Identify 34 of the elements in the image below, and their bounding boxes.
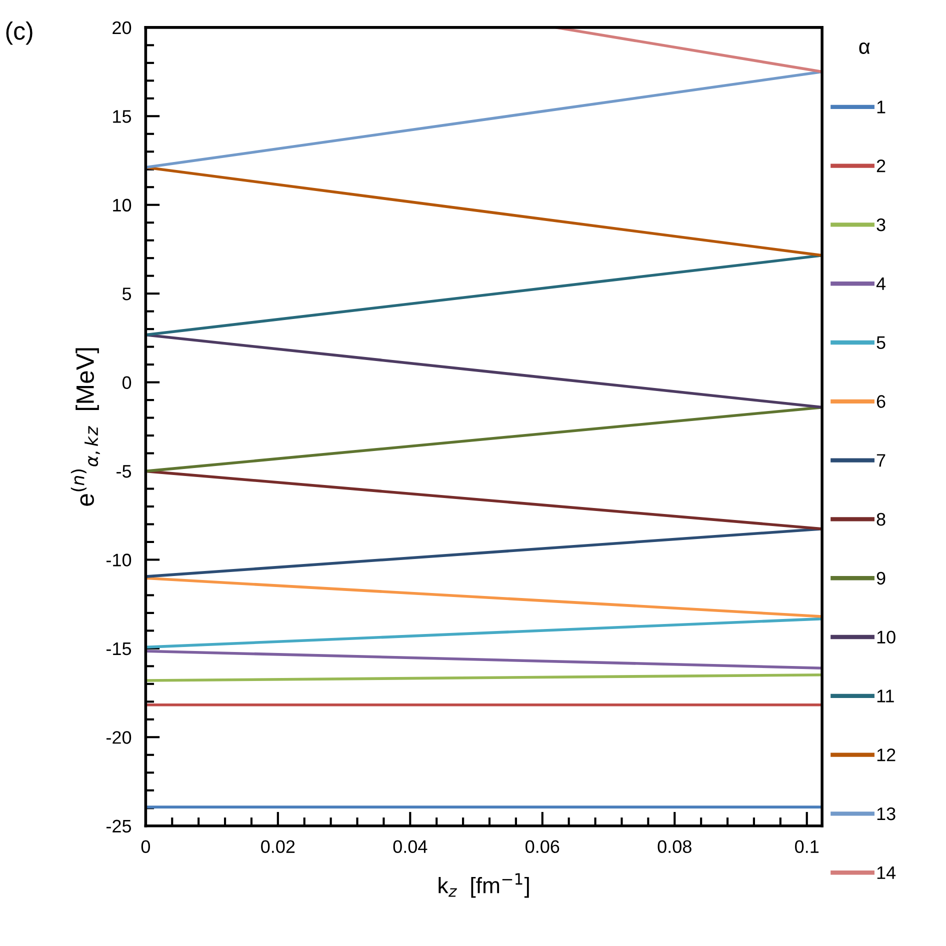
legend-label: 9 bbox=[876, 572, 886, 585]
legend-label: 8 bbox=[876, 512, 886, 526]
y-tick-label: -20 bbox=[106, 731, 132, 744]
legend-label: 14 bbox=[877, 866, 896, 879]
y-tick-label: 5 bbox=[122, 288, 132, 300]
text: (c) bbox=[6, 21, 32, 45]
y-tick-label: 15 bbox=[113, 110, 132, 123]
legend-label: 6 bbox=[876, 395, 886, 408]
legend-label: 4 bbox=[876, 278, 886, 290]
x-axis-title: k$_{z}$ [fm$^{−1}$] bbox=[438, 873, 529, 898]
y-tick-label: 20 bbox=[112, 21, 132, 34]
x-tick-label: 0.04 bbox=[393, 840, 428, 854]
legend-label: 13 bbox=[877, 807, 896, 820]
legend-label: 10 bbox=[877, 630, 896, 644]
legend-label: 3 bbox=[876, 218, 886, 232]
legend-label: 7 bbox=[876, 454, 886, 467]
x-tick-label: 0.06 bbox=[526, 840, 560, 854]
x-tick-label: 0.1 bbox=[795, 840, 819, 854]
legend-label: 1 bbox=[877, 100, 886, 114]
y-axis-title: e$^{(n)}$$_{α,kz}$ [MeV] bbox=[70, 348, 100, 506]
y-tick-label: -25 bbox=[106, 820, 132, 833]
x-tick-label: 0.08 bbox=[658, 840, 692, 854]
y-tick-label: -5 bbox=[116, 465, 132, 478]
y-tick-label: -15 bbox=[106, 642, 132, 656]
legend-label: 2 bbox=[876, 160, 886, 172]
legend-title: α bbox=[859, 42, 870, 54]
y-tick-label: 0 bbox=[122, 376, 132, 390]
legend-label: 5 bbox=[876, 336, 886, 350]
legend-label: 11 bbox=[877, 690, 894, 702]
legend-label: 12 bbox=[877, 748, 896, 762]
x-tick-label: 0 bbox=[141, 840, 150, 854]
x-tick-label: 0.02 bbox=[261, 840, 295, 854]
y-tick-label: -10 bbox=[106, 554, 132, 566]
y-tick-label: 10 bbox=[113, 198, 132, 212]
